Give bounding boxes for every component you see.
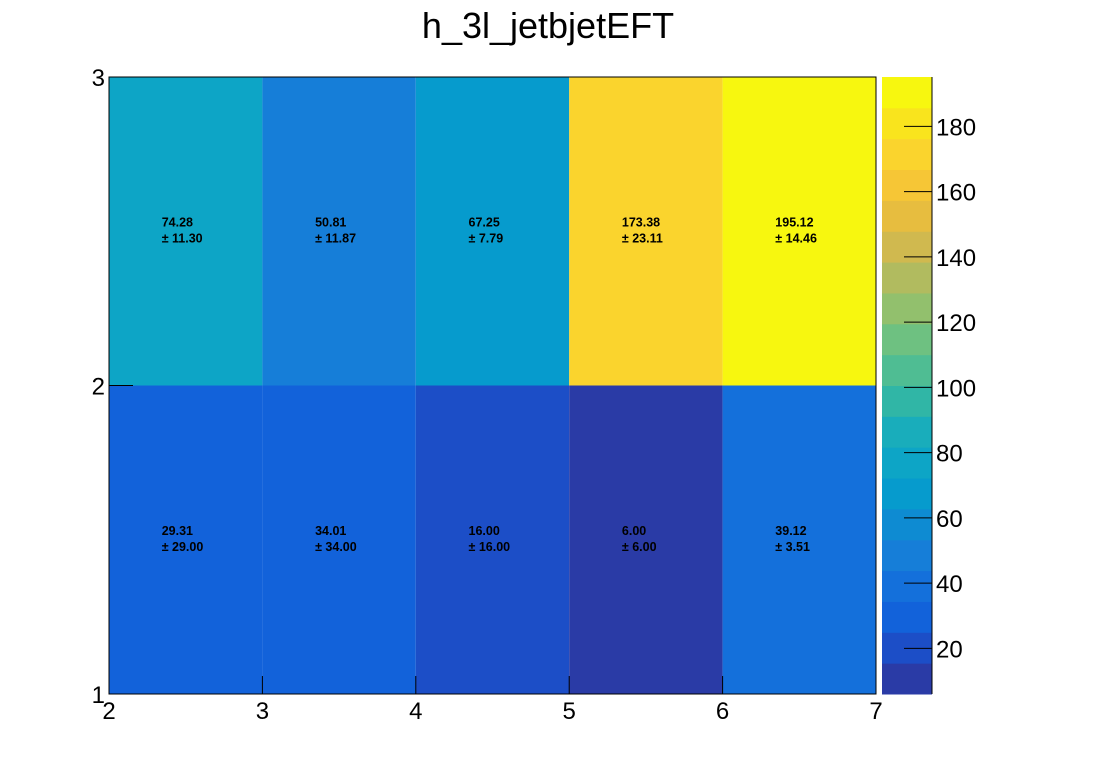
colorbar-segment: [882, 601, 932, 633]
colorbar-tick-label: 20: [936, 636, 963, 663]
cell-value-label: 39.12: [775, 524, 806, 538]
colorbar-segment: [882, 231, 932, 263]
colorbar-tick-label: 140: [936, 245, 976, 272]
colorbar-segment: [882, 323, 932, 356]
cell-error-label: ± 16.00: [469, 540, 511, 554]
heatmap-cell: [722, 385, 876, 694]
colorbar-tick-label: 80: [936, 441, 963, 468]
colorbar-tick-label: 180: [936, 114, 976, 141]
colorbar-tick-label: 160: [936, 180, 976, 207]
cell-error-label: ± 23.11: [622, 231, 663, 245]
cell-value-label: 6.00: [622, 524, 646, 538]
cell-error-label: ± 11.87: [315, 231, 356, 245]
colorbar: 20 40 60 80 100 120 140 160 180: [882, 77, 976, 695]
cell-value-label: 195.12: [775, 215, 813, 229]
colorbar-segment: [882, 262, 932, 294]
colorbar-tick-label: 40: [936, 571, 963, 598]
cell-value-label: 16.00: [469, 524, 500, 538]
heatmap-cell: [262, 385, 416, 694]
heatmap-cell: [262, 77, 416, 386]
cell-value-label: 173.38: [622, 215, 660, 229]
colorbar-tick-label: 120: [936, 310, 976, 337]
heatmap-cell: [415, 77, 570, 386]
colorbar-tick-label: 60: [936, 506, 963, 533]
colorbar-segment: [882, 292, 932, 325]
heatmap-cell: [569, 385, 723, 694]
colorbar-tick-label: 100: [936, 375, 976, 402]
y-tick-label: 3: [92, 65, 105, 92]
colorbar-segment: [882, 169, 932, 201]
chart-title: h_3l_jetbjetEFT: [422, 5, 674, 46]
cell-error-label: ± 7.79: [469, 231, 504, 245]
cell-error-label: ± 11.30: [162, 231, 203, 245]
heatmap-cell: [569, 77, 723, 386]
x-tick-label: 4: [409, 698, 422, 725]
colorbar-segment: [882, 77, 932, 109]
cell-value-label: 29.31: [162, 524, 193, 538]
cell-error-label: ± 29.00: [162, 540, 204, 554]
colorbar-segment: [882, 354, 932, 386]
colorbar-segment: [882, 447, 932, 479]
cell-value-label: 34.01: [315, 524, 346, 538]
colorbar-segment: [882, 570, 932, 602]
y-tick-label: 2: [92, 374, 105, 401]
colorbar-segment: [882, 663, 932, 695]
cell-value-label: 67.25: [469, 215, 500, 229]
cell-error-label: ± 34.00: [315, 540, 357, 554]
y-tick-label: 1: [92, 682, 105, 709]
colorbar-segment: [882, 539, 932, 572]
heatmap-cell: [109, 77, 263, 386]
heatmap-cell-labels: 29.31 ± 29.00 34.01 ± 34.00 16.00 ± 16.00 6.00…: [162, 215, 817, 554]
x-tick-label: 5: [563, 698, 576, 725]
heatmap-cell: [109, 385, 263, 694]
x-tick-label: 6: [716, 698, 729, 725]
x-tick-label: 2: [102, 698, 115, 725]
colorbar-segment: [882, 508, 932, 541]
cell-error-label: ± 6.00: [622, 540, 657, 554]
cell-error-label: ± 14.46: [775, 231, 817, 245]
x-tick-label: 3: [256, 698, 269, 725]
colorbar-segment: [882, 200, 932, 232]
colorbar-segment: [882, 107, 932, 140]
cell-error-label: ± 3.51: [775, 540, 810, 554]
heatmap-cells: [109, 77, 876, 694]
heatmap-cell: [722, 77, 876, 386]
x-tick-label: 7: [869, 698, 882, 725]
colorbar-segment: [882, 138, 932, 171]
heatmap-cell: [415, 385, 570, 694]
colorbar-segment: [882, 478, 932, 510]
colorbar-segment: [882, 416, 932, 448]
cell-value-label: 74.28: [162, 215, 193, 229]
cell-value-label: 50.81: [315, 215, 346, 229]
colorbar-segment: [882, 385, 932, 417]
